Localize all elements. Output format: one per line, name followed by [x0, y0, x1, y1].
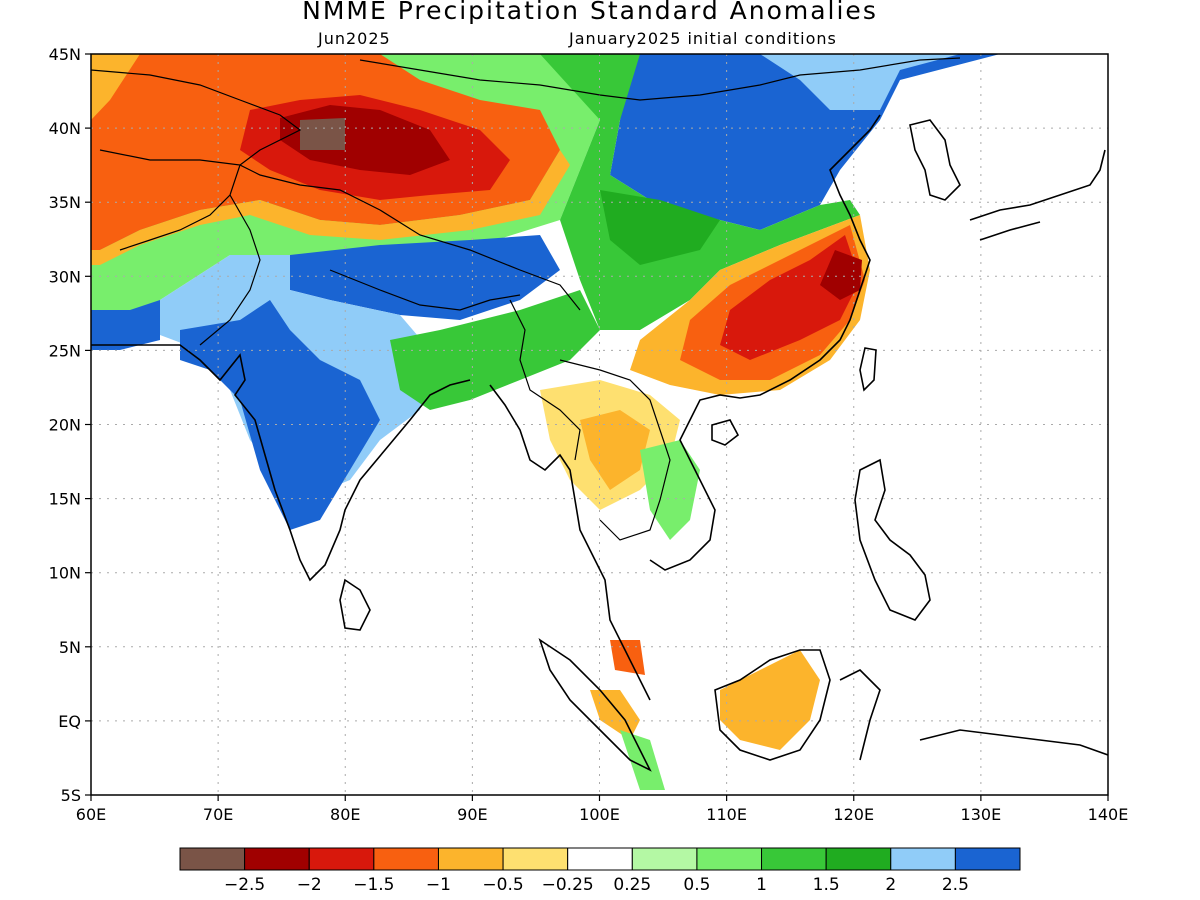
lon-tick-label: 100E [579, 805, 620, 824]
colorbar-swatch [890, 847, 956, 871]
anomaly-region-indochina-orange [580, 410, 650, 490]
anomaly-region-malaya [610, 640, 645, 675]
anomaly-region-india-blue [180, 300, 380, 530]
lon-tick-label: 130E [961, 805, 1002, 824]
lat-tick-label: 40N [49, 119, 81, 138]
coastline-sri-lanka [339, 578, 371, 631]
anomaly-region-central-asia-yellow [91, 54, 570, 265]
colorbar: −2.5 −2 −1.5 −1 −0.5 −0.25 0.25 0.5 1 1.5 2 2.5 [179, 847, 1021, 895]
lon-tick-label: 60E [76, 805, 106, 824]
latitude-axis: 45N 40N 35N 30N 25N 20N 15N 10N 5N EQ 5S [49, 45, 91, 805]
initial-conditions-label: January2025 initial conditions [569, 29, 837, 48]
colorbar-label: 1.5 [813, 875, 840, 895]
coastline-sumatra [538, 638, 652, 772]
anomaly-region-india-west-blue [91, 300, 160, 350]
colorbar-swatch [437, 847, 504, 871]
anomaly-region-central-china-green [540, 54, 860, 330]
lon-tick-label: 120E [833, 805, 874, 824]
anomaly-region-se-china-darkred [820, 250, 862, 300]
coastline-borneo [714, 649, 831, 761]
colorbar-swatch [244, 847, 310, 871]
lat-tick-label: EQ [58, 712, 81, 731]
colorbar-label: −2 [297, 875, 322, 895]
lon-tick-label: 90E [457, 805, 487, 824]
colorbar-label: 1 [756, 875, 767, 895]
longitude-axis: 60E 70E 80E 90E 100E 110E 120E 130E 140E [76, 795, 1129, 824]
colorbar-label: 2 [885, 875, 896, 895]
colorbar-swatch [954, 847, 1021, 871]
anomaly-region-borneo [720, 650, 820, 750]
coastline-indochina [649, 114, 881, 571]
anomaly-region-tarim-core [300, 118, 345, 150]
lon-tick-label: 140E [1088, 805, 1129, 824]
map-title: NMME Precipitation Standard Anomalies [302, 0, 878, 25]
anomaly-region-indochina-green [640, 440, 700, 540]
anomaly-region-sumatra [590, 690, 640, 740]
graticule [91, 54, 1108, 795]
lon-tick-label: 110E [706, 805, 747, 824]
lat-tick-label: 30N [49, 267, 81, 286]
coastline-hainan [711, 419, 740, 446]
lat-tick-label: 20N [49, 416, 81, 435]
coastline-burma-malaya [489, 384, 651, 701]
colorbar-swatch [308, 847, 375, 871]
anomaly-shading [91, 54, 1000, 790]
colorbar-label: −1 [426, 875, 451, 895]
border-nepal-bhutan [329, 269, 521, 311]
anomaly-region-se-china-red [720, 235, 860, 360]
border-china-mongolia [359, 57, 961, 101]
colorbar-label: 2.5 [942, 875, 969, 895]
coastline-sulawesi-new-guinea [839, 669, 1108, 761]
lat-tick-label: 25N [49, 341, 81, 360]
coastline-india [91, 344, 471, 582]
lat-tick-label: 35N [49, 193, 81, 212]
colorbar-swatch [502, 847, 569, 871]
colorbar-swatch [373, 847, 439, 871]
anomaly-region-mongolia-blue [610, 54, 1000, 230]
coastlines [91, 114, 1108, 772]
colorbar-swatch [567, 847, 633, 871]
border-myanmar [509, 299, 581, 461]
border-thailand-laos-vietnam [559, 359, 671, 541]
lon-tick-label: 80E [330, 805, 360, 824]
lat-tick-label: 45N [49, 45, 81, 64]
coastline-korea [909, 119, 961, 201]
colorbar-label: −0.25 [542, 875, 594, 895]
colorbar-swatch [631, 847, 698, 871]
colorbar-swatch [825, 847, 892, 871]
colorbar-label: 0.25 [613, 875, 651, 895]
lat-tick-label: 5N [59, 638, 81, 657]
anomaly-region-mongolia-lightblue [760, 54, 960, 110]
lon-tick-label: 70E [203, 805, 233, 824]
lat-tick-label: 10N [49, 564, 81, 583]
coastline-taiwan [859, 347, 877, 392]
colorbar-label: −1.5 [353, 875, 394, 895]
border-central-asia [91, 69, 581, 311]
coastline-philippines [854, 458, 931, 621]
colorbar-swatch [179, 847, 246, 871]
lat-tick-label: 5S [61, 786, 81, 805]
border-pakistan-india [199, 194, 261, 346]
lat-tick-label: 15N [49, 490, 81, 509]
colorbar-swatch [761, 847, 827, 871]
colorbar-swatch [696, 847, 763, 871]
country-borders [91, 57, 961, 541]
colorbar-label: 0.5 [683, 875, 710, 895]
colorbar-label: −0.5 [482, 875, 523, 895]
anomaly-region-tibet-blue [290, 235, 560, 320]
anomaly-region-java-green [620, 730, 665, 790]
coastline-japan [969, 149, 1106, 241]
target-month-label: Jun2025 [318, 29, 391, 48]
anomaly-region-central-china-darkgreen [600, 190, 720, 265]
colorbar-label: −2.5 [224, 875, 265, 895]
anomaly-region-ne-india-green [390, 290, 600, 410]
